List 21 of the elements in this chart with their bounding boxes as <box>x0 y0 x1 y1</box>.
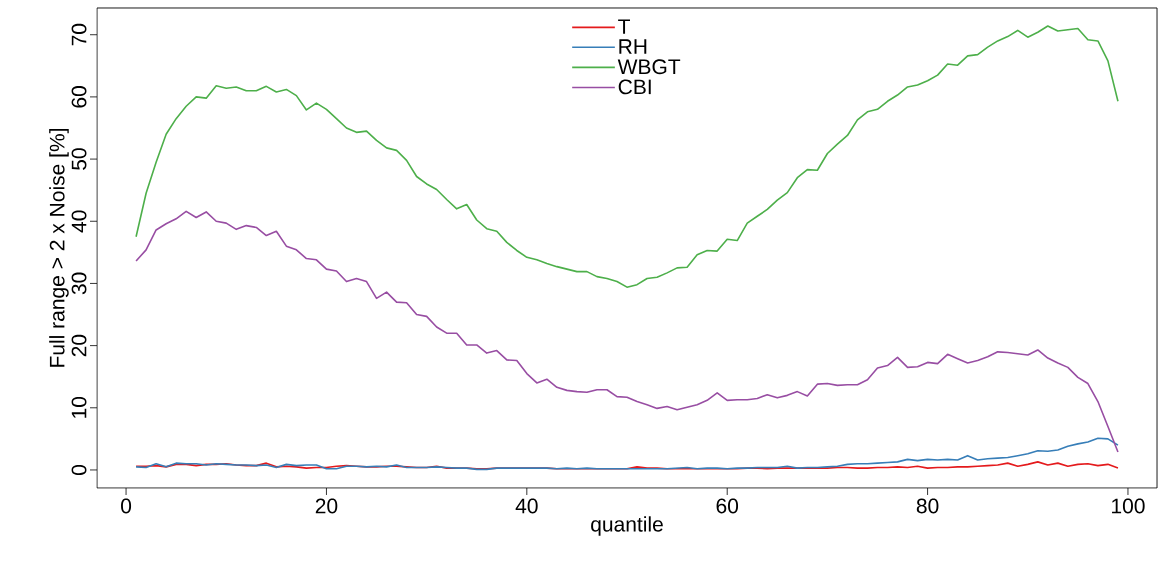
y-tick-label: 10 <box>71 396 87 418</box>
x-axis-title: quantile <box>591 516 663 536</box>
x-tick-label: 80 <box>916 498 939 514</box>
x-tick-label: 40 <box>515 498 538 514</box>
y-tick-label: 0 <box>71 464 87 475</box>
x-tick-label: 0 <box>121 498 132 514</box>
y-tick-label: 20 <box>71 334 87 357</box>
y-tick-label: 40 <box>71 210 87 233</box>
x-tick-label: 100 <box>1112 498 1145 514</box>
legend-label: RH <box>619 39 647 54</box>
y-tick-label: 60 <box>71 86 87 108</box>
line-series <box>135 210 1119 453</box>
x-tick-label: 20 <box>315 498 338 514</box>
y-tick-label: 30 <box>71 272 87 295</box>
x-tick-label: 60 <box>716 498 739 514</box>
y-tick-label: 70 <box>71 23 87 46</box>
legend-label: WBGT <box>617 59 681 75</box>
y-tick-label: 50 <box>71 148 87 170</box>
legend-label: CBI <box>618 79 651 95</box>
legend-label: T <box>618 19 630 34</box>
y-axis-title: Full range > 2 x Noise [%] <box>49 129 69 367</box>
